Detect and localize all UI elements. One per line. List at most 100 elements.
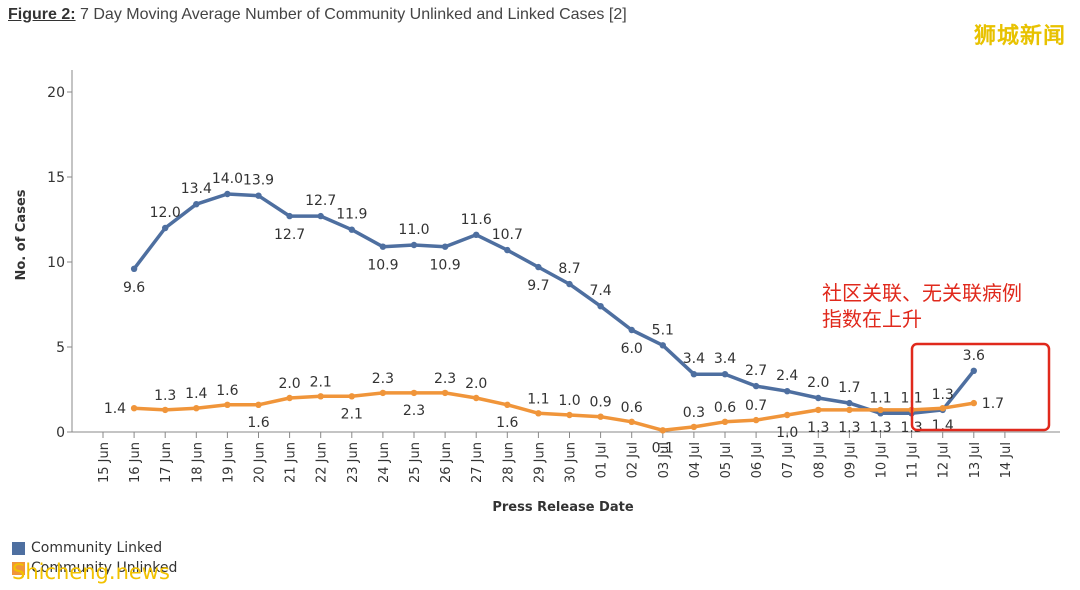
data-point-linked — [659, 342, 666, 349]
data-point-linked — [410, 241, 418, 249]
data-point-linked — [317, 212, 324, 220]
data-label-linked: 13.9 — [243, 173, 274, 189]
watermark-bottom: Shicheng.news — [12, 560, 170, 584]
figure-title-text: 7 Day Moving Average Number of Community… — [80, 6, 627, 23]
x-tick-label: 20 Jun — [253, 442, 268, 483]
x-tick-label: 25 Jun — [408, 442, 423, 483]
data-point-unlinked — [193, 405, 200, 412]
data-point-unlinked — [317, 393, 324, 400]
data-label-linked: 1.7 — [838, 380, 860, 396]
data-label-linked: 3.6 — [963, 348, 985, 364]
data-label-linked: 11.6 — [461, 212, 492, 228]
data-point-linked — [721, 371, 729, 378]
data-point-unlinked — [939, 405, 946, 412]
data-label-linked: 6.0 — [621, 341, 643, 357]
data-point-unlinked — [815, 406, 822, 414]
highlight-box — [910, 342, 1051, 432]
y-tick-label: 15 — [47, 170, 65, 186]
data-label-linked: 12.0 — [150, 205, 181, 221]
data-label-linked: 11.9 — [336, 207, 367, 223]
x-tick-label: 27 Jun — [470, 442, 485, 483]
data-point-unlinked — [504, 401, 511, 408]
x-tick-label: 04 Jul — [688, 442, 703, 478]
y-tick-label: 5 — [56, 340, 65, 356]
data-point-linked — [130, 265, 138, 272]
data-label-unlinked: 1.3 — [807, 420, 829, 436]
data-label-linked: 3.4 — [683, 351, 705, 367]
data-point-linked — [970, 367, 977, 374]
data-label-linked: 12.7 — [305, 193, 336, 209]
data-point-unlinked — [348, 393, 355, 400]
x-tick-label: 16 Jun — [128, 442, 143, 483]
data-label-unlinked: 0.6 — [621, 400, 643, 416]
data-label-unlinked: 1.0 — [776, 425, 798, 441]
data-label-linked: 12.7 — [274, 227, 305, 243]
data-point-linked — [193, 201, 200, 208]
x-tick-label: 17 Jun — [159, 442, 174, 483]
data-point-unlinked — [721, 418, 729, 425]
x-tick-label: 28 Jun — [501, 442, 516, 483]
x-tick-label: 13 Jul — [968, 442, 983, 478]
data-point-linked — [224, 190, 231, 198]
data-label-linked: 8.7 — [558, 261, 580, 277]
x-tick-label: 19 Jun — [221, 442, 236, 483]
x-tick-label: 11 Jul — [906, 442, 921, 478]
legend-item-linked: Community Linked — [12, 538, 177, 558]
y-tick-label: 0 — [56, 425, 65, 441]
data-label-linked: 13.4 — [181, 181, 212, 197]
data-label-unlinked: 1.1 — [527, 391, 549, 407]
data-point-unlinked — [628, 418, 635, 425]
x-tick-label: 02 Jul — [626, 442, 641, 478]
legend-label-linked: Community Linked — [31, 540, 163, 556]
data-point-linked — [535, 263, 542, 271]
data-label-unlinked: 1.6 — [216, 383, 238, 399]
data-label-unlinked: 2.0 — [465, 376, 487, 392]
y-tick-label: 20 — [47, 85, 65, 101]
data-label-unlinked: 1.3 — [154, 388, 176, 404]
x-tick-label: 09 Jul — [843, 442, 858, 478]
x-tick-label: 01 Jul — [595, 442, 610, 478]
data-label-unlinked: 0.6 — [714, 400, 736, 416]
series-group — [130, 190, 977, 434]
data-point-unlinked — [877, 406, 884, 414]
data-label-linked: 10.9 — [367, 258, 398, 274]
legend-swatch-unlinked — [12, 561, 25, 575]
x-tick-label: 14 Jul — [999, 442, 1014, 478]
data-point-unlinked — [597, 413, 604, 420]
data-point-linked — [162, 224, 169, 232]
data-label-linked: 10.9 — [430, 258, 461, 274]
data-labels-group: 9.612.013.414.0 13.912.712.711.910.911.01… — [104, 171, 1004, 456]
data-point-unlinked — [286, 394, 293, 402]
legend-label-unlinked: Community Unlinked — [31, 560, 178, 576]
data-label-linked: 3.4 — [714, 351, 736, 367]
data-label-unlinked: 2.1 — [310, 374, 332, 390]
data-label-linked: 2.4 — [776, 368, 798, 384]
x-axis-label: Press Release Date — [492, 500, 633, 515]
x-tick-label: 08 Jul — [812, 442, 827, 478]
legend: Community Linked Community Unlinked — [12, 538, 177, 578]
data-label-unlinked: 1.4 — [104, 401, 126, 417]
x-tick-label: 12 Jul — [937, 442, 952, 478]
data-label-unlinked: 2.3 — [434, 371, 456, 387]
data-label-linked: 9.7 — [527, 278, 549, 294]
data-point-linked — [473, 231, 480, 238]
data-point-unlinked — [535, 410, 542, 417]
data-label-linked: 5.1 — [652, 322, 674, 338]
x-tick-label: 18 Jun — [190, 442, 205, 483]
data-point-linked — [752, 382, 760, 390]
data-label-linked: 1.1 — [869, 390, 891, 406]
data-point-linked — [597, 303, 604, 310]
data-point-unlinked — [473, 394, 480, 402]
x-tick-label: 15 Jun — [97, 442, 112, 483]
data-label-unlinked: 2.0 — [278, 376, 300, 392]
data-point-unlinked — [379, 389, 387, 397]
x-tick-label: 29 Jun — [532, 442, 547, 483]
data-point-linked — [504, 246, 511, 254]
data-label-linked: 11.0 — [398, 222, 429, 238]
x-tick-label: 21 Jun — [284, 442, 299, 483]
data-label-linked: 9.6 — [123, 280, 145, 296]
data-point-unlinked — [970, 399, 977, 407]
data-label-linked: 2.7 — [745, 363, 767, 379]
data-label-linked: 10.7 — [492, 227, 523, 243]
